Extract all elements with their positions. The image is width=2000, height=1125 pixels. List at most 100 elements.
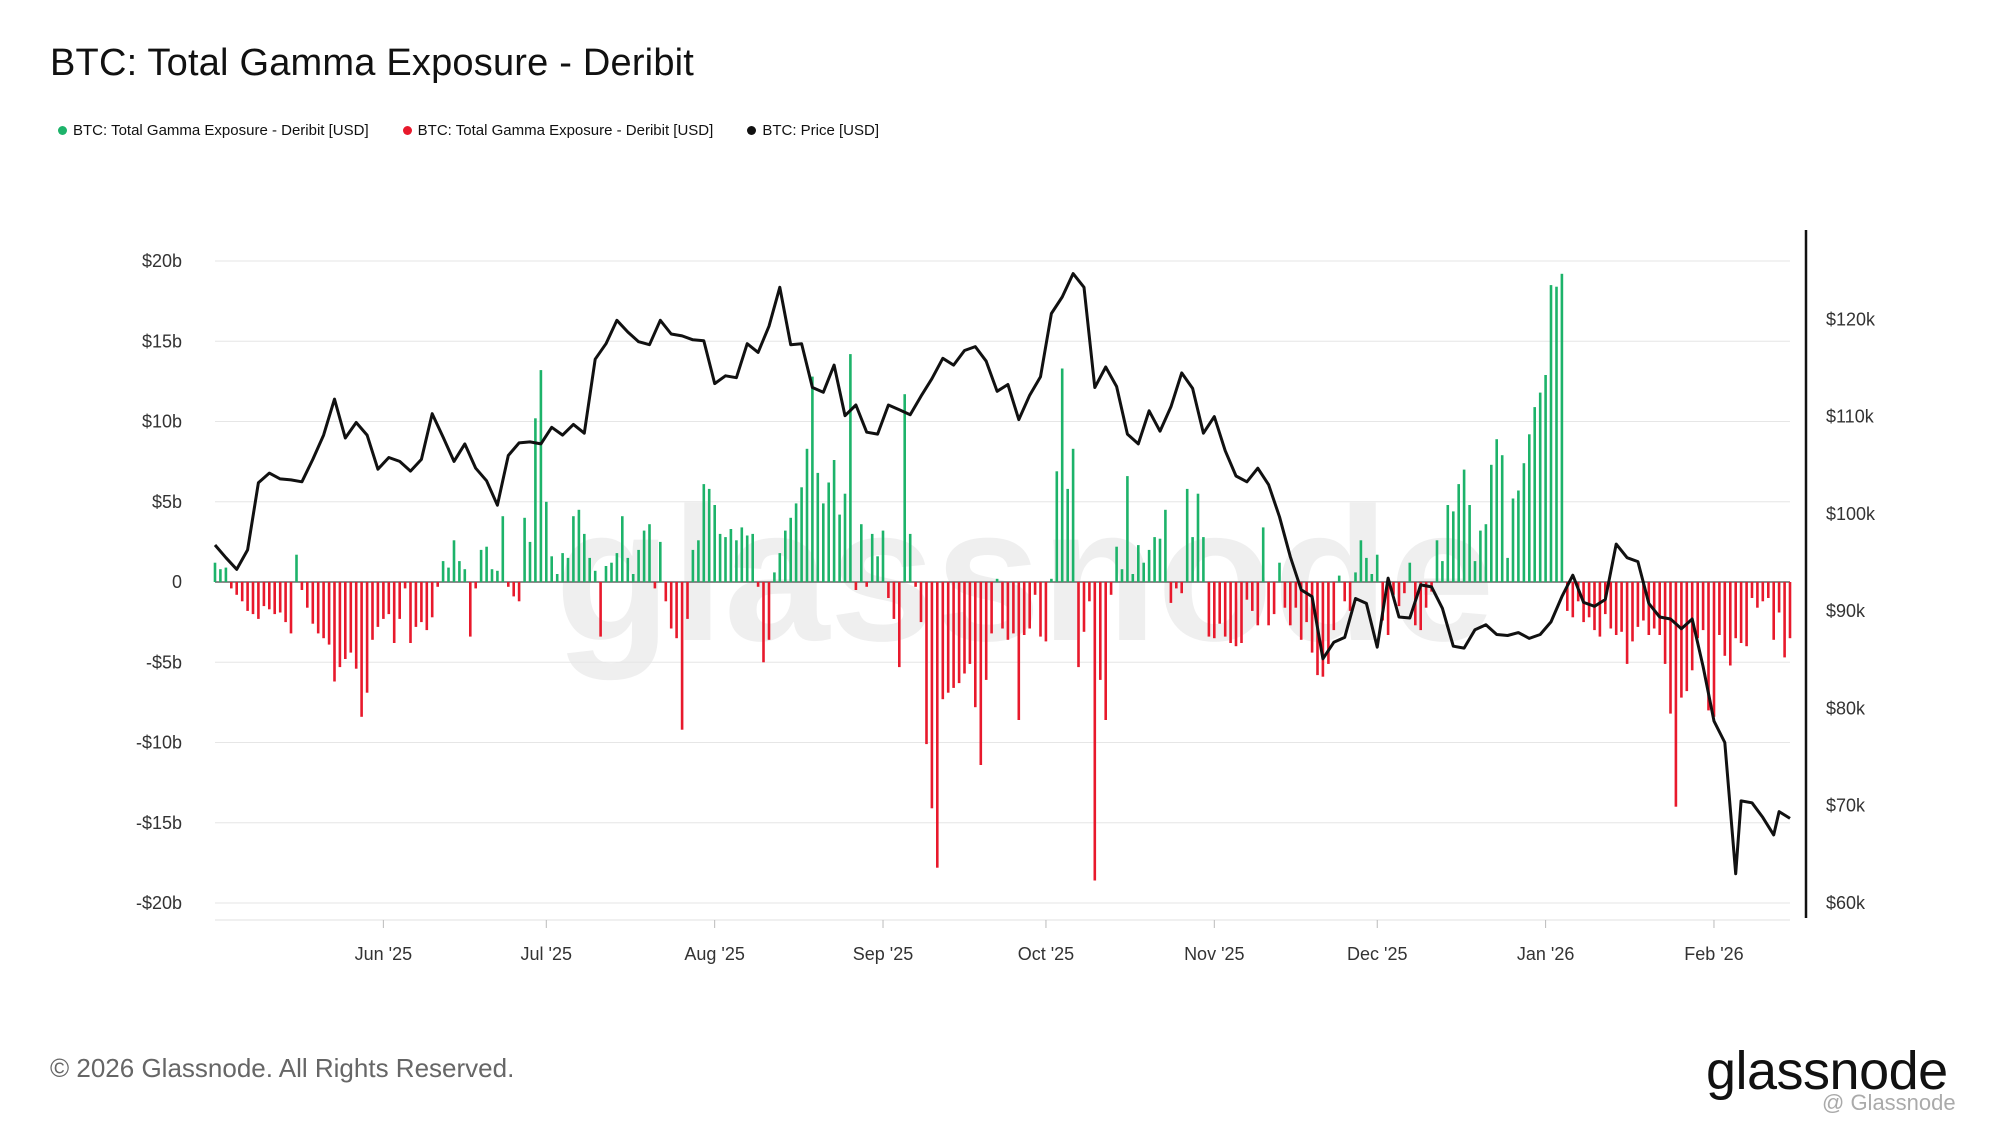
gamma-bar-negative bbox=[1234, 582, 1238, 647]
legend-item-gamma-positive[interactable]: BTC: Total Gamma Exposure - Deribit [USD… bbox=[58, 122, 369, 139]
gamma-bar-positive bbox=[1365, 557, 1368, 582]
gamma-bar-negative bbox=[963, 582, 966, 674]
gamma-bar-positive bbox=[1375, 554, 1379, 582]
legend-item-price[interactable]: BTC: Price [USD] bbox=[747, 122, 879, 139]
gamma-bar-negative bbox=[1386, 582, 1390, 635]
gamma-bar-negative bbox=[235, 582, 238, 595]
x-tick-label: Nov '25 bbox=[1184, 944, 1244, 964]
gamma-bar-negative bbox=[1109, 582, 1113, 595]
gamma-bar-positive bbox=[1261, 527, 1265, 582]
gamma-bar-negative bbox=[669, 582, 673, 629]
gamma-bar-negative bbox=[664, 582, 668, 602]
gamma-bar-negative bbox=[246, 582, 249, 611]
gamma-bar-negative bbox=[469, 582, 472, 637]
y-right-tick-label: $70k bbox=[1826, 796, 1866, 816]
brand-watermark-small: @ Glassnode bbox=[1822, 1090, 1956, 1115]
gamma-bar-negative bbox=[1327, 582, 1330, 664]
gamma-bar-negative bbox=[1690, 582, 1694, 671]
gamma-bar-negative bbox=[1229, 582, 1232, 643]
gamma-bar-positive bbox=[213, 562, 217, 582]
gamma-bar-negative bbox=[376, 582, 380, 627]
gamma-bar-positive bbox=[1506, 557, 1509, 582]
gamma-bar-negative bbox=[1424, 582, 1428, 608]
gamma-bar-positive bbox=[572, 516, 575, 582]
y-left-tick-label: -$15b bbox=[136, 813, 182, 833]
gamma-bar-negative bbox=[892, 582, 896, 619]
gamma-bar-positive bbox=[1137, 545, 1140, 582]
gamma-bar-negative bbox=[767, 582, 771, 640]
legend-item-gamma-negative[interactable]: BTC: Total Gamma Exposure - Deribit [USD… bbox=[402, 122, 714, 139]
gamma-bar-positive bbox=[637, 549, 640, 582]
gamma-bar-negative bbox=[1218, 582, 1221, 624]
gamma-bar-negative bbox=[1636, 582, 1640, 627]
gamma-bar-negative bbox=[1674, 582, 1678, 807]
gamma-bar-negative bbox=[1718, 582, 1721, 635]
gamma-bar-negative bbox=[756, 582, 760, 587]
gamma-bar-negative bbox=[930, 582, 934, 809]
gamma-bar-positive bbox=[1337, 575, 1341, 582]
gamma-bar-positive bbox=[697, 540, 700, 582]
gamma-bar-positive bbox=[534, 418, 537, 582]
gamma-bar-positive bbox=[822, 503, 825, 582]
gamma-bar-positive bbox=[523, 517, 526, 582]
gamma-bar-negative bbox=[1598, 582, 1602, 637]
gamma-bar-positive bbox=[539, 370, 543, 582]
gamma-bar-negative bbox=[1647, 582, 1651, 635]
gamma-bar-negative bbox=[599, 582, 602, 637]
gamma-bar-negative bbox=[984, 582, 988, 680]
gamma-bar-negative bbox=[1777, 582, 1781, 613]
gamma-bar-negative bbox=[1213, 582, 1216, 639]
gamma-bar-positive bbox=[1511, 498, 1515, 582]
gamma-bar-positive bbox=[1560, 273, 1564, 582]
gamma-bar-positive bbox=[1457, 484, 1460, 582]
gamma-bar-negative bbox=[653, 582, 657, 589]
gamma-bar-negative bbox=[349, 582, 353, 653]
gamma-bar-positive bbox=[593, 570, 597, 582]
gamma-bar-positive bbox=[1115, 546, 1118, 582]
x-tick-label: Feb '26 bbox=[1684, 944, 1743, 964]
gamma-bar-positive bbox=[1202, 537, 1205, 582]
gamma-bar-negative bbox=[398, 582, 401, 619]
gamma-bar-negative bbox=[344, 582, 347, 659]
gamma-bar-positive bbox=[1490, 464, 1493, 582]
gamma-bar-negative bbox=[1223, 582, 1227, 637]
gamma-bar-positive bbox=[1050, 578, 1053, 582]
gamma-bar-negative bbox=[311, 582, 315, 624]
gamma-bar-positive bbox=[773, 572, 776, 582]
gamma-bar-negative bbox=[1088, 582, 1091, 602]
legend-dot-green bbox=[58, 126, 67, 135]
gamma-bar-positive bbox=[588, 557, 591, 582]
gamma-bar-positive bbox=[1522, 463, 1526, 582]
gamma-bar-positive bbox=[1452, 511, 1455, 582]
y-right-tick-label: $90k bbox=[1826, 601, 1866, 621]
gamma-bar-negative bbox=[354, 582, 358, 669]
gamma-bar-negative bbox=[974, 582, 977, 708]
gamma-bar-positive bbox=[1066, 488, 1069, 582]
gamma-bar-negative bbox=[1093, 582, 1097, 881]
gamma-bar-negative bbox=[1348, 582, 1352, 611]
gamma-bar-negative bbox=[1419, 582, 1422, 631]
y-right-tick-label: $110k bbox=[1826, 407, 1875, 427]
gamma-bar-negative bbox=[1397, 582, 1401, 607]
gamma-bar-negative bbox=[1077, 582, 1080, 668]
gamma-bar-negative bbox=[371, 582, 374, 640]
gamma-bar-positive bbox=[485, 546, 488, 582]
gamma-bar-negative bbox=[990, 582, 993, 634]
gamma-bar-negative bbox=[436, 582, 439, 587]
gamma-bar-negative bbox=[278, 582, 282, 613]
gamma-bar-negative bbox=[430, 582, 434, 618]
gamma-bar-negative bbox=[1614, 582, 1618, 635]
gamma-bar-positive bbox=[1370, 574, 1374, 582]
gamma-bar-positive bbox=[224, 567, 228, 582]
legend-label: BTC: Total Gamma Exposure - Deribit [USD… bbox=[417, 122, 714, 139]
gamma-bar-negative bbox=[1240, 582, 1243, 643]
gamma-bar-positive bbox=[1120, 569, 1124, 582]
gamma-bar-positive bbox=[735, 540, 738, 582]
gamma-bar-negative bbox=[952, 582, 955, 688]
gamma-bar-positive bbox=[860, 524, 863, 582]
gamma-bar-positive bbox=[626, 557, 630, 582]
gamma-bar-negative bbox=[1267, 582, 1270, 626]
gamma-bar-positive bbox=[1517, 490, 1520, 582]
gamma-bar-negative bbox=[1631, 582, 1634, 642]
gamma-bar-negative bbox=[1642, 582, 1645, 621]
